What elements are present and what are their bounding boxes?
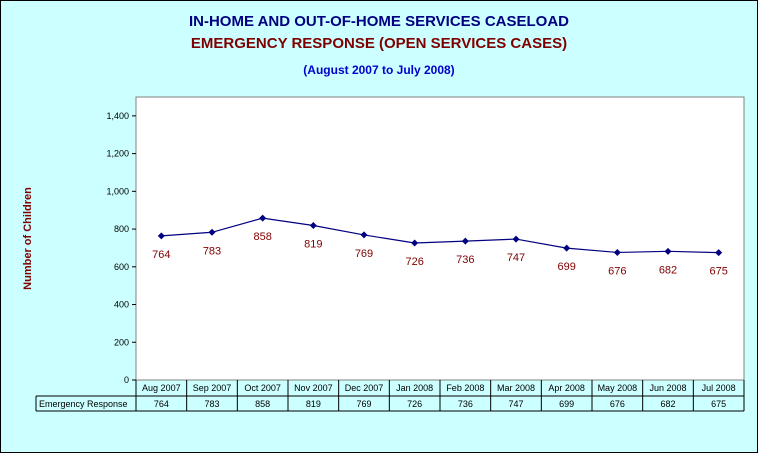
table-value: 769 [356,399,371,409]
x-tick-label: Apr 2008 [548,383,585,393]
data-label: 747 [507,252,525,264]
y-axis-label: Number of Children [22,187,34,290]
x-tick-label: May 2008 [598,383,638,393]
x-tick-label: Oct 2007 [244,383,281,393]
data-label: 858 [253,231,271,243]
y-tick-label: 1,000 [106,186,129,196]
table-value: 736 [458,399,473,409]
x-tick-label: Dec 2007 [345,383,384,393]
data-point [512,235,520,243]
data-point [259,214,267,222]
table-value: 676 [610,399,625,409]
chart-period: (August 2007 to July 2008) [303,63,455,77]
table-value: 819 [306,399,321,409]
data-point [461,237,469,245]
data-label: 676 [608,265,626,277]
y-tick-label: 400 [114,300,129,310]
table-value: 699 [559,399,574,409]
data-label: 769 [355,248,373,260]
data-point [715,249,723,257]
data-label: 682 [659,264,677,276]
table-value: 858 [255,399,270,409]
table-value: 747 [508,399,523,409]
data-label: 764 [152,249,170,261]
x-tick-label: Aug 2007 [142,383,181,393]
x-tick-label: Jan 2008 [396,383,433,393]
table-value: 675 [711,399,726,409]
table-value: 764 [154,399,169,409]
data-point [411,239,419,247]
chart-subtitle: EMERGENCY RESPONSE (OPEN SERVICES CASES) [190,35,568,52]
x-tick-label: Mar 2008 [497,383,535,393]
data-label: 819 [304,238,322,250]
data-point [309,221,317,229]
data-point [563,244,571,252]
data-point [208,228,216,236]
data-point [157,232,165,240]
x-tick-label: Jun 2008 [649,383,686,393]
y-tick-label: 800 [114,224,129,234]
chart-title: IN-HOME AND OUT-OF-HOME SERVICES CASELOA… [188,13,570,30]
x-tick-label: Nov 2007 [294,383,333,393]
data-label: 726 [405,256,423,268]
table-value: 726 [407,399,422,409]
data-point [360,231,368,239]
data-label: 736 [456,254,474,266]
data-point [664,247,672,255]
y-tick-label: 1,200 [106,149,129,159]
table-value: 682 [660,399,675,409]
table-series-name: Emergency Response [39,399,128,409]
y-tick-label: 200 [114,337,129,347]
data-label: 783 [203,245,221,257]
y-tick-label: 1,400 [106,111,129,121]
table-value: 783 [204,399,219,409]
data-label: 699 [557,261,575,273]
plot-area [135,96,745,381]
series-line [161,217,719,254]
y-tick-label: 0 [124,375,129,385]
x-tick-label: Sep 2007 [193,383,232,393]
x-tick-label: Feb 2008 [446,383,484,393]
data-point [613,248,621,256]
x-tick-label: Jul 2008 [702,383,736,393]
data-label: 675 [709,266,727,278]
y-tick-label: 600 [114,262,129,272]
